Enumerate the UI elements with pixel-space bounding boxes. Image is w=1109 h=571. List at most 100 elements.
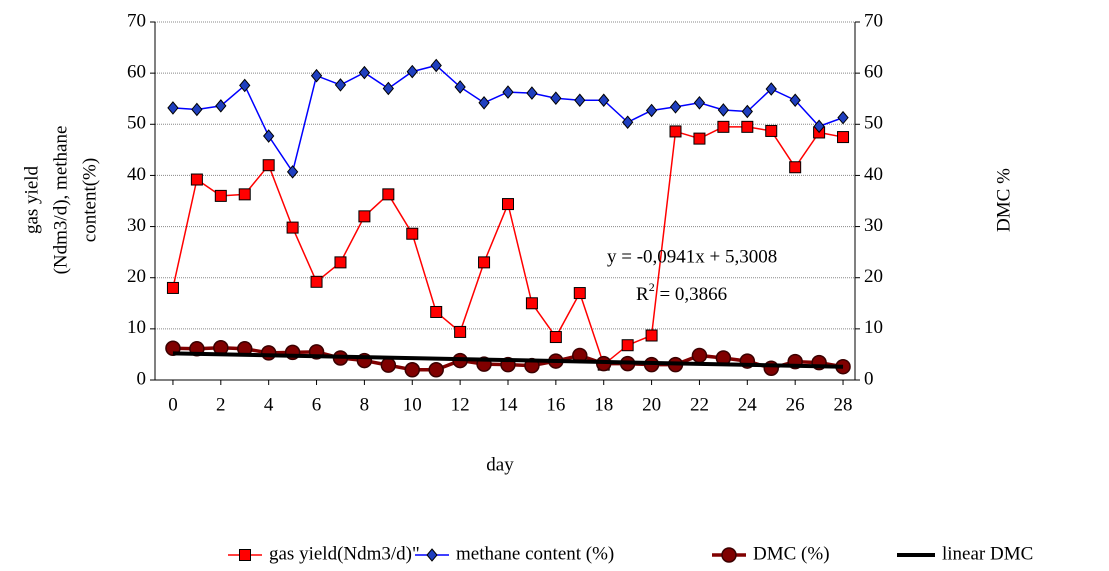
data-point — [382, 188, 395, 201]
trend-r2: R2 = 0,3866 — [636, 280, 727, 306]
data-point — [717, 120, 730, 133]
data-point — [741, 120, 754, 133]
data-point — [693, 96, 706, 110]
legend-label: gas yield(Ndm3/d)" — [269, 543, 420, 564]
x-tick-label: 2 — [216, 394, 226, 415]
y2-tick-label: 0 — [864, 368, 874, 389]
data-point — [286, 221, 299, 234]
data-point — [310, 68, 323, 83]
y-axis-label: content(%) — [79, 158, 100, 242]
x-tick-label: 26 — [786, 394, 805, 415]
data-point — [669, 125, 682, 138]
data-point — [191, 102, 203, 117]
data-point — [501, 198, 514, 211]
x-tick-label: 0 — [168, 394, 178, 415]
y2-tick-label: 60 — [864, 62, 883, 83]
y-tick-label: 50 — [127, 113, 146, 134]
data-point — [238, 188, 251, 201]
data-point — [190, 173, 203, 186]
x-tick-label: 4 — [264, 394, 274, 415]
legend-marker — [721, 547, 737, 563]
data-point — [406, 227, 419, 240]
data-point — [454, 325, 467, 338]
x-tick-label: 16 — [546, 394, 565, 415]
data-point — [382, 81, 394, 96]
x-tick-label: 20 — [642, 394, 661, 415]
y-tick-label: 30 — [127, 215, 146, 236]
data-point — [478, 96, 490, 110]
data-point — [765, 124, 778, 137]
data-point — [717, 103, 730, 117]
data-point — [765, 82, 777, 96]
y-tick-label: 0 — [137, 368, 147, 389]
data-point — [358, 65, 371, 80]
x-tick-label: 24 — [738, 394, 758, 415]
data-point — [621, 339, 634, 352]
data-point — [478, 256, 491, 269]
x-tick-label: 6 — [312, 394, 322, 415]
data-point — [380, 357, 397, 373]
r2-base: R — [636, 284, 649, 305]
data-point — [789, 93, 801, 108]
x-tick-label: 8 — [360, 394, 370, 415]
y2-tick-label: 40 — [864, 164, 883, 185]
data-point — [260, 345, 277, 361]
y2-tick-label: 50 — [864, 113, 883, 134]
y-tick-label: 70 — [127, 10, 146, 31]
data-point — [430, 305, 443, 318]
data-point — [645, 329, 658, 342]
legend-marker — [426, 548, 438, 562]
data-point — [813, 119, 825, 134]
y2-tick-label: 70 — [864, 10, 883, 31]
x-tick-label: 18 — [594, 394, 613, 415]
y-tick-label: 60 — [127, 62, 146, 83]
data-point — [310, 275, 323, 288]
legend-label: methane content (%) — [456, 543, 614, 564]
y2-tick-label: 20 — [864, 266, 883, 287]
y2-axis-label: DMC % — [993, 168, 1014, 232]
data-point — [263, 129, 275, 143]
x-tick-label: 28 — [834, 394, 853, 415]
data-point — [262, 159, 275, 172]
data-point — [358, 210, 371, 223]
data-point — [166, 281, 179, 294]
data-point — [167, 101, 179, 115]
data-point — [454, 80, 466, 94]
data-point — [334, 78, 347, 92]
data-point — [837, 131, 850, 144]
data-point — [598, 93, 610, 108]
data-point — [549, 331, 562, 344]
y-tick-label: 20 — [127, 266, 146, 287]
data-point — [239, 78, 251, 93]
y-axis-label: (Ndm3/d), methane — [50, 126, 71, 275]
x-axis-label: day — [486, 454, 514, 475]
data-point — [406, 64, 418, 79]
x-tick-label: 10 — [403, 394, 422, 415]
data-point — [430, 58, 442, 73]
series-line — [172, 64, 844, 174]
data-point — [691, 347, 708, 364]
y2-tick-label: 30 — [864, 215, 883, 236]
data-point — [428, 362, 444, 378]
data-point — [214, 189, 227, 202]
data-point — [334, 256, 347, 269]
legend-label: DMC (%) — [753, 543, 830, 564]
data-point — [621, 115, 634, 130]
data-point — [741, 104, 753, 119]
data-point — [550, 91, 562, 105]
data-point — [837, 110, 849, 125]
legend-marker — [239, 549, 251, 561]
data-point — [645, 103, 658, 118]
data-point — [573, 287, 586, 300]
r2-rest: = 0,3866 — [655, 284, 727, 305]
x-tick-label: 12 — [451, 394, 470, 415]
data-point — [215, 99, 227, 113]
r2-sup: 2 — [649, 280, 655, 294]
data-point — [789, 161, 802, 174]
y2-tick-label: 10 — [864, 317, 883, 338]
y-tick-label: 40 — [127, 164, 146, 185]
legend-label: linear DMC — [942, 543, 1033, 564]
data-point — [693, 132, 706, 145]
x-tick-label: 22 — [690, 394, 709, 415]
